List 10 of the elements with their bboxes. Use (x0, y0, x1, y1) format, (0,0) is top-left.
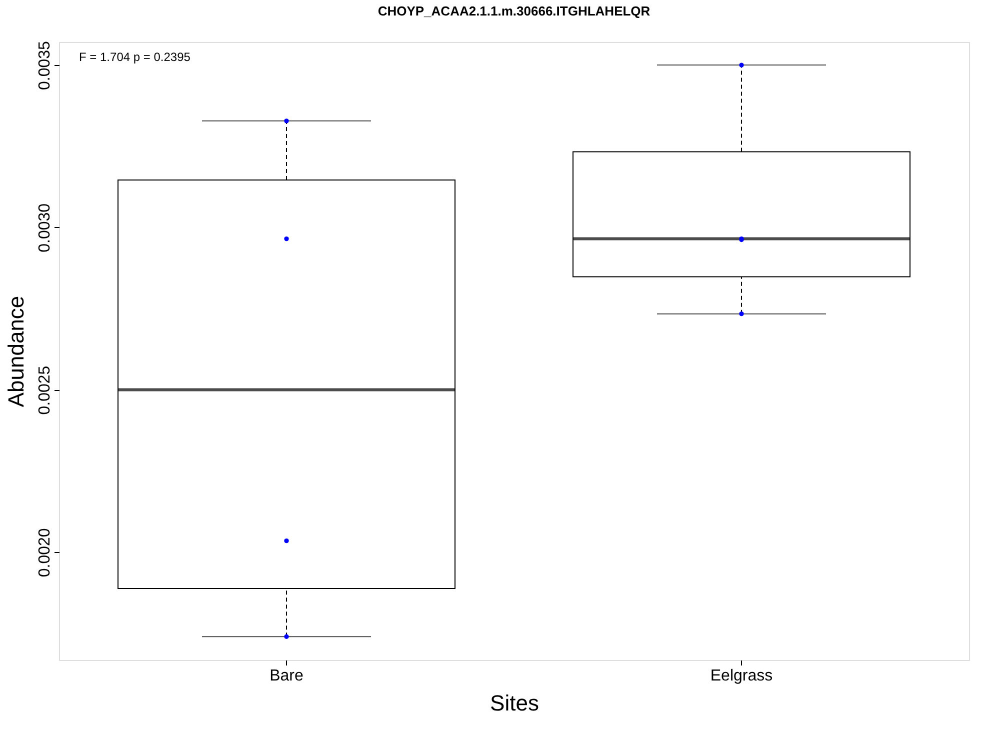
y-tick-label: 0.0025 (36, 366, 54, 415)
x-axis-title: Sites (490, 690, 539, 716)
y-axis-title: Abundance (4, 296, 28, 408)
chart-title: CHOYP_ACAA2.1.1.m.30666.ITGHLAHELQR (378, 4, 651, 19)
y-tick-label: 0.0020 (36, 528, 54, 578)
y-tick-label: 0.0035 (36, 40, 54, 90)
y-tick-label: 0.0030 (36, 203, 54, 252)
annotation: F = 1.704 p = 0.2395 (79, 50, 191, 64)
x-tick-label: Eelgrass (710, 668, 773, 684)
x-tick-label: Bare (270, 668, 304, 684)
